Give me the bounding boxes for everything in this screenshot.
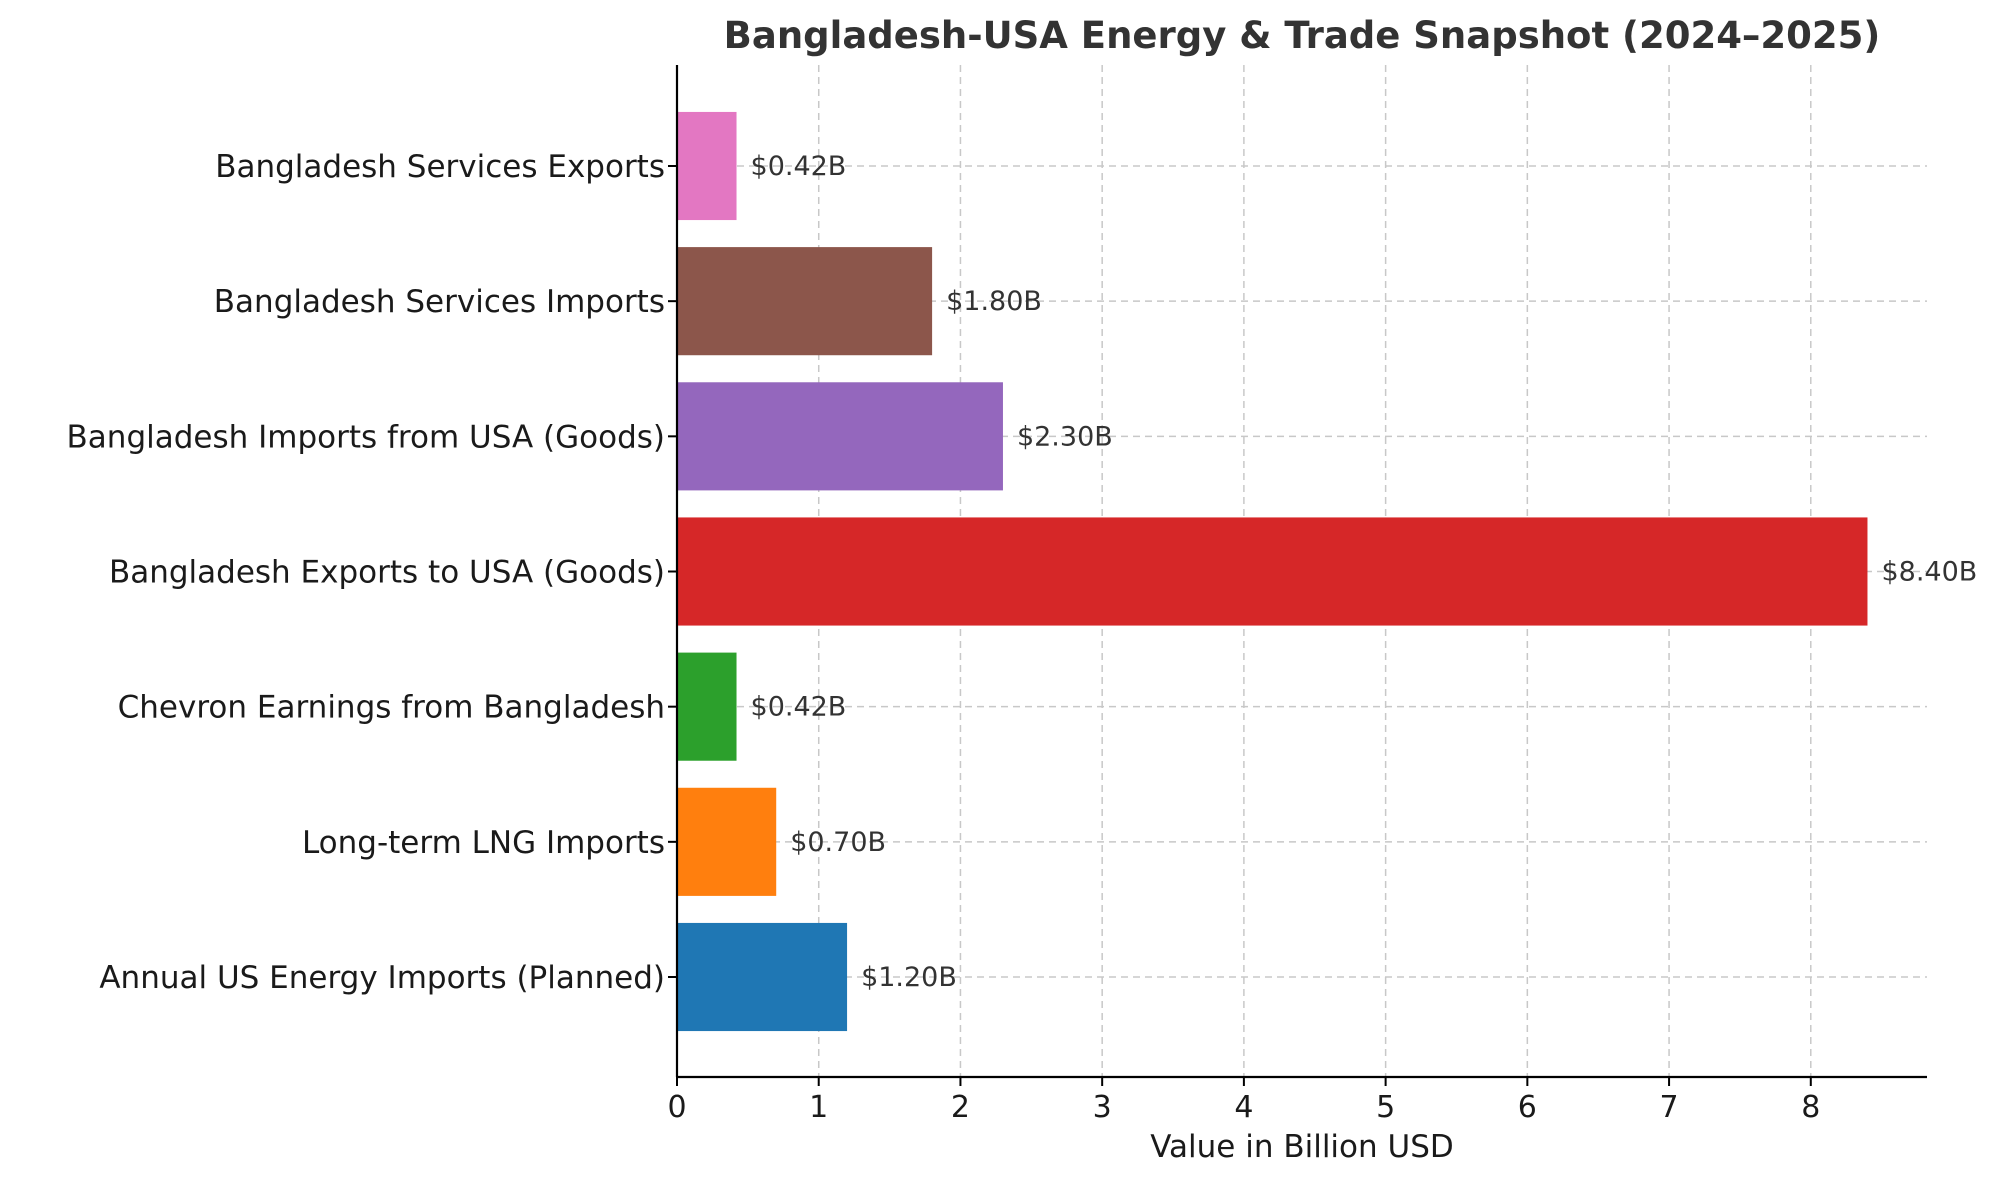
chart-title: Bangladesh-USA Energy & Trade Snapshot (… — [724, 14, 1881, 57]
bar-5 — [677, 247, 933, 356]
category-label-6: Bangladesh Services Exports — [215, 149, 665, 185]
x-tick-label-6: 6 — [1518, 1090, 1537, 1125]
category-label-2: Chevron Earnings from Bangladesh — [118, 690, 665, 726]
bar-3 — [677, 517, 1868, 626]
category-label-4: Bangladesh Imports from USA (Goods) — [67, 419, 665, 455]
x-tick-label-0: 0 — [667, 1090, 686, 1125]
x-tick-label-5: 5 — [1376, 1090, 1395, 1125]
bar-2 — [677, 652, 737, 761]
data-label-2: $0.42B — [751, 692, 847, 723]
data-label-1: $0.70B — [790, 827, 886, 858]
bar-0 — [677, 922, 848, 1032]
x-axis-label: Value in Billion USD — [1150, 1129, 1454, 1165]
category-label-0: Annual US Energy Imports (Planned) — [99, 960, 665, 996]
bar-4 — [677, 382, 1003, 491]
data-label-4: $2.30B — [1017, 421, 1113, 452]
data-label-6: $0.42B — [751, 151, 847, 182]
category-label-3: Bangladesh Exports to USA (Goods) — [109, 555, 665, 591]
bars: $1.20B $0.70B $0.42B $8.40B $2.30B $1.80B $0.4… — [677, 111, 1977, 1032]
x-tick-label-3: 3 — [1093, 1090, 1112, 1125]
data-label-5: $1.80B — [946, 286, 1042, 317]
bar-1 — [677, 787, 777, 896]
category-label-1: Long-term LNG Imports — [302, 825, 665, 861]
x-tick-label-4: 4 — [1234, 1090, 1253, 1125]
category-label-5: Bangladesh Services Imports — [214, 284, 665, 320]
axes: 0 1 2 3 4 5 6 7 8 Annual US Energy Imports (Plann… — [67, 65, 1927, 1125]
x-tick-label-1: 1 — [809, 1090, 828, 1125]
x-tick-label-7: 7 — [1660, 1090, 1679, 1125]
x-tick-label-8: 8 — [1801, 1090, 1820, 1125]
bar-6 — [677, 111, 737, 221]
data-label-3: $8.40B — [1881, 557, 1977, 588]
data-label-0: $1.20B — [861, 962, 957, 993]
x-tick-label-2: 2 — [951, 1090, 970, 1125]
